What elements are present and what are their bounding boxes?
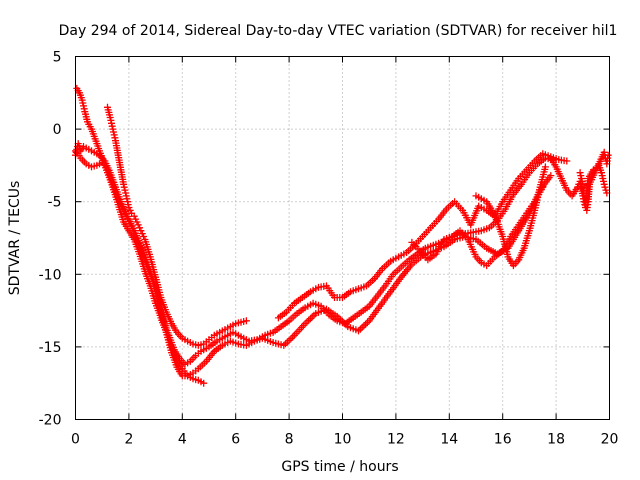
data-point (563, 157, 571, 165)
data-point (604, 151, 612, 159)
data-point (282, 340, 289, 348)
x-tick-label: 20 (601, 432, 619, 448)
y-tick-label: -15 (39, 340, 62, 356)
ticks: 0 2 4 6 8 10 12 14 16 18 20 -20 -15 -10 -5 0 5 (39, 50, 619, 448)
y-tick-label: -10 (39, 267, 62, 283)
data-point (541, 163, 549, 171)
x-tick-label: 4 (178, 432, 187, 448)
y-tick-label: -5 (48, 195, 62, 211)
data-point (360, 322, 368, 330)
data-point (140, 233, 148, 240)
plot-frame (75, 56, 610, 420)
data-point (308, 313, 316, 321)
data-point (547, 172, 555, 180)
x-tick-label: 0 (71, 432, 80, 448)
y-tick-label: 0 (53, 122, 62, 138)
y-tick-label: -20 (39, 413, 62, 429)
x-tick-label: 12 (387, 432, 405, 448)
x-tick-label: 18 (547, 432, 565, 448)
x-tick-label: 14 (440, 432, 458, 448)
x-tick-label: 2 (124, 432, 133, 448)
grid (75, 56, 610, 420)
data-point (242, 317, 250, 325)
x-tick-label: 8 (285, 432, 294, 448)
x-tick-label: 6 (231, 432, 240, 448)
chart-title: Day 294 of 2014, Sidereal Day-to-day VTE… (59, 23, 618, 39)
x-axis-label: GPS time / hours (281, 459, 398, 475)
x-tick-label: 10 (334, 432, 352, 448)
data-point (362, 320, 370, 328)
x-tick-label: 16 (494, 432, 512, 448)
data-points (72, 84, 612, 387)
data-point (200, 379, 208, 387)
y-tick-label: 5 (53, 50, 62, 66)
y-axis-label: SDTVAR / TECUs (7, 181, 23, 296)
data-point (307, 315, 314, 323)
